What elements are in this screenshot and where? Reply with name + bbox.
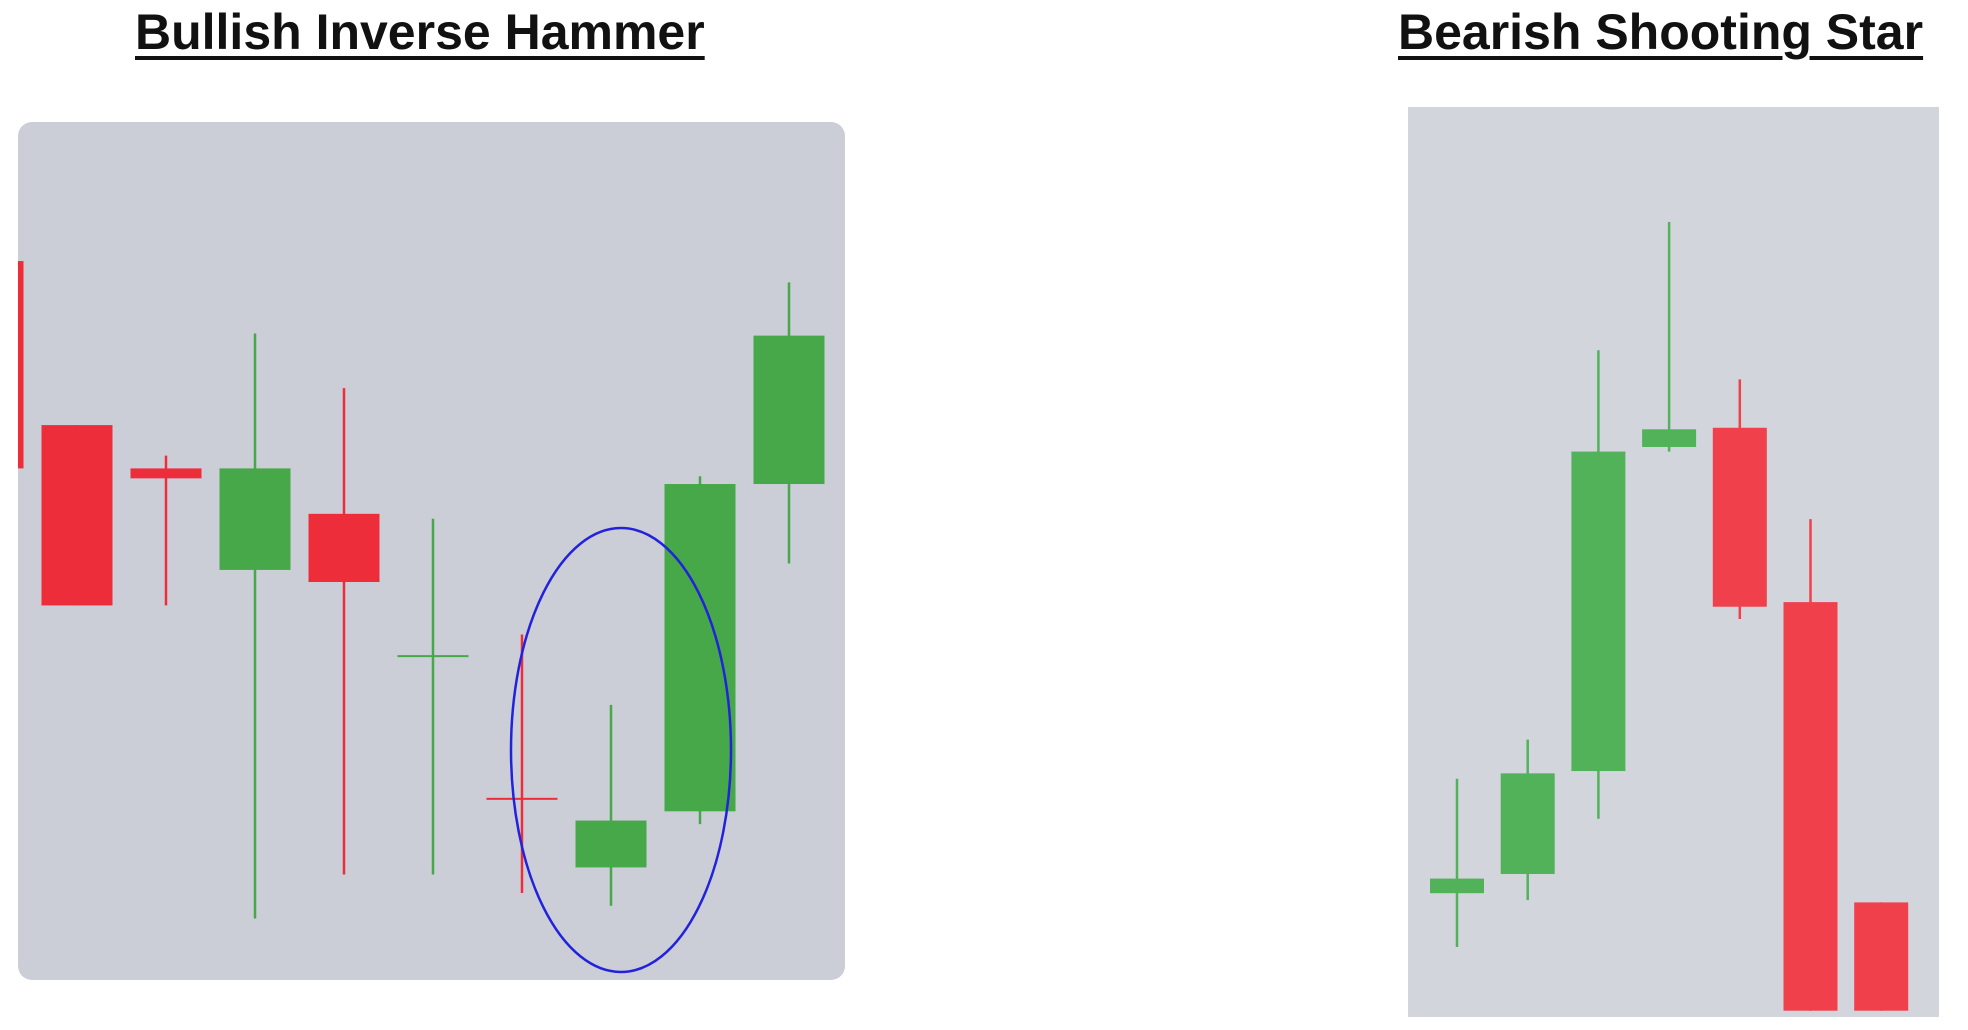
bearish-candle-1-body [1430, 878, 1484, 894]
bullish-candle-10-body [753, 335, 825, 485]
bullish-candle-5-body [308, 513, 380, 582]
bearish-shooting-star-chart [1408, 107, 1939, 1017]
bearish-plot-background [1408, 107, 1939, 1017]
bearish-candle-2-body [1500, 773, 1555, 874]
bullish-candle-7-body [486, 797, 558, 800]
bullish-inverse-hammer-chart [18, 122, 845, 980]
bearish-candles [1430, 221, 1909, 1011]
bullish-candle-1-body [18, 261, 24, 469]
bullish-candle-9-body [664, 484, 736, 812]
bullish-highlight-ellipse [509, 526, 733, 974]
bullish-candles [18, 261, 825, 919]
bullish-candle-4-body [219, 468, 291, 570]
bullish-plot-background [18, 122, 845, 980]
chart-title-bearish: Bearish Shooting Star [1398, 4, 1924, 60]
bullish-candle-6-body [397, 655, 469, 658]
bullish-candle-8-body [575, 820, 647, 868]
bearish-candle-6-body [1783, 602, 1838, 1011]
bearish-candle-7-body [1854, 902, 1909, 1011]
bearish-candle-5-body [1712, 427, 1767, 607]
bullish-candle-2-body [41, 425, 113, 606]
bearish-candle-4-body [1642, 429, 1697, 447]
bullish-candle-3-body [130, 468, 202, 479]
bearish-candle-3-body [1571, 451, 1626, 772]
chart-title-bullish: Bullish Inverse Hammer [135, 4, 705, 60]
